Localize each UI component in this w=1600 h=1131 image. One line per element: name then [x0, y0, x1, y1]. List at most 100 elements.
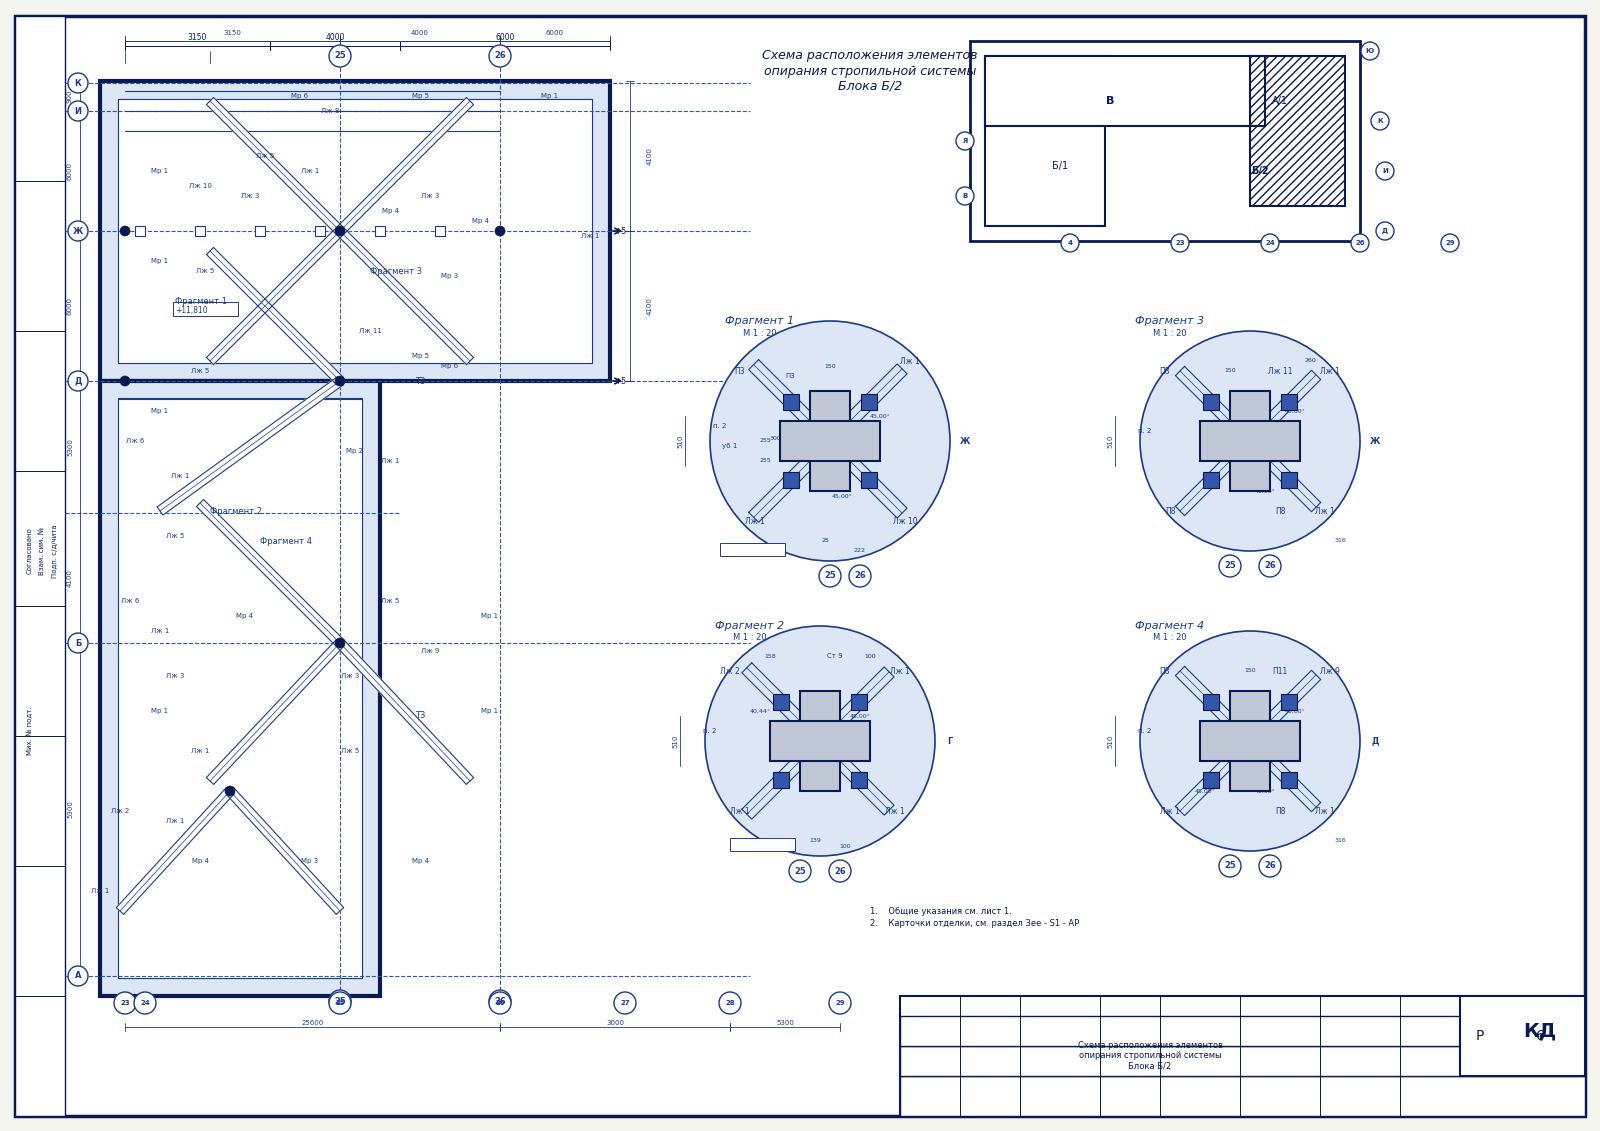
Text: Схема расположения элементов
опирания стропильной системы
Блока Б/2: Схема расположения элементов опирания ст… — [1077, 1042, 1222, 1071]
Text: 150: 150 — [789, 429, 802, 433]
Circle shape — [789, 860, 811, 882]
Text: Лж 3: Лж 3 — [421, 193, 438, 199]
Text: 25: 25 — [334, 996, 346, 1005]
Text: Лж 5: Лж 5 — [166, 533, 184, 539]
Text: Фрагмент 2: Фрагмент 2 — [715, 621, 784, 631]
Bar — [770, 720, 870, 761]
Text: Мр 4: Мр 4 — [381, 208, 398, 214]
Text: Мр 3: Мр 3 — [442, 273, 459, 279]
Text: Лж 3: Лж 3 — [341, 673, 358, 679]
Polygon shape — [226, 787, 344, 914]
Text: Ж: Ж — [960, 437, 970, 446]
Text: Взам. сим. №: Взам. сим. № — [38, 527, 45, 575]
Circle shape — [710, 321, 950, 561]
Circle shape — [1261, 234, 1278, 252]
Bar — [14, 16, 66, 1116]
Bar — [374, 226, 386, 236]
Text: Лж 1: Лж 1 — [1160, 806, 1179, 815]
Text: 510: 510 — [677, 434, 683, 448]
Text: Ж: Ж — [1370, 437, 1381, 446]
Text: Р: Р — [1475, 1029, 1485, 1043]
Text: 3150: 3150 — [224, 31, 242, 36]
Polygon shape — [1176, 671, 1320, 815]
Bar — [720, 543, 786, 556]
Text: 100: 100 — [838, 844, 851, 848]
Text: Д: Д — [1371, 736, 1379, 745]
Text: Б/1: Б/1 — [1051, 161, 1069, 171]
Bar — [986, 57, 1266, 126]
Text: +11,825: +11,825 — [738, 547, 768, 553]
Circle shape — [1442, 234, 1459, 252]
Circle shape — [330, 45, 350, 67]
Circle shape — [67, 371, 88, 391]
Text: Лж 1: Лж 1 — [166, 818, 184, 824]
Text: Лж 2: Лж 2 — [720, 666, 739, 675]
Text: КД: КД — [1523, 1021, 1557, 1041]
Text: П3: П3 — [734, 366, 746, 375]
Text: Лж 1: Лж 1 — [1320, 366, 1339, 375]
Text: Лж 1: Лж 1 — [301, 169, 318, 174]
Text: 6: 6 — [1536, 1029, 1544, 1043]
Polygon shape — [1176, 370, 1320, 516]
Bar — [851, 771, 867, 788]
Text: 45,00°: 45,00° — [832, 493, 853, 499]
Text: 27: 27 — [621, 1000, 630, 1005]
Text: 45,00°: 45,00° — [1195, 788, 1216, 794]
Text: Лж 11: Лж 11 — [1267, 366, 1293, 375]
Bar — [730, 838, 795, 851]
Polygon shape — [206, 639, 344, 785]
Text: Лж 1: Лж 1 — [581, 233, 598, 239]
Bar — [899, 1046, 1586, 1076]
Text: 26: 26 — [494, 52, 506, 60]
Text: 6000: 6000 — [67, 162, 74, 180]
Text: 25: 25 — [1224, 561, 1235, 570]
Text: Мр 1: Мр 1 — [541, 93, 558, 100]
Text: Г: Г — [947, 736, 952, 745]
Text: п. 2: п. 2 — [714, 423, 726, 429]
Text: 28: 28 — [725, 1000, 734, 1005]
Text: Мр 4: Мр 4 — [472, 218, 488, 224]
Text: +11,825: +11,825 — [747, 841, 778, 848]
Text: 300: 300 — [770, 435, 781, 440]
Text: ↑5: ↑5 — [614, 226, 626, 235]
Text: Мр 2: Мр 2 — [347, 448, 363, 454]
Text: П8: П8 — [1160, 366, 1170, 375]
Circle shape — [120, 375, 130, 386]
Bar — [773, 771, 789, 788]
Circle shape — [67, 221, 88, 241]
Bar — [118, 100, 592, 363]
Bar — [1282, 771, 1298, 788]
Text: 23: 23 — [120, 1000, 130, 1005]
Text: 100: 100 — [864, 654, 875, 658]
Text: Д: Д — [1382, 227, 1389, 234]
Text: Лж 1: Лж 1 — [901, 356, 920, 365]
Text: 23: 23 — [1174, 240, 1186, 247]
Text: Фрагмент 4: Фрагмент 4 — [259, 536, 312, 545]
Bar — [118, 100, 592, 363]
Text: Т3: Т3 — [414, 711, 426, 720]
Text: К: К — [1378, 118, 1382, 124]
Text: Лж 1: Лж 1 — [190, 748, 210, 754]
Circle shape — [334, 375, 346, 386]
Text: Ю: Ю — [1366, 48, 1374, 54]
Bar — [1230, 691, 1270, 791]
Text: Лж 5: Лж 5 — [190, 368, 210, 374]
Bar — [118, 398, 362, 978]
Bar — [861, 394, 877, 411]
Text: М 1 : 20: М 1 : 20 — [1154, 328, 1187, 337]
Text: у6 1: у6 1 — [722, 443, 738, 449]
Text: Лж 10: Лж 10 — [893, 517, 917, 526]
Text: 26: 26 — [1264, 862, 1275, 871]
Polygon shape — [742, 663, 894, 815]
Text: Лж 6: Лж 6 — [126, 438, 144, 444]
Text: 255: 255 — [758, 458, 771, 464]
Circle shape — [330, 992, 350, 1015]
Circle shape — [706, 625, 934, 856]
Text: Т3: Т3 — [414, 377, 426, 386]
Text: Фрагмент 4: Фрагмент 4 — [1136, 621, 1205, 631]
Circle shape — [1259, 555, 1282, 577]
Text: П3: П3 — [786, 373, 795, 379]
Circle shape — [494, 226, 506, 236]
Text: П4: П4 — [1200, 728, 1210, 734]
Bar — [173, 302, 238, 316]
